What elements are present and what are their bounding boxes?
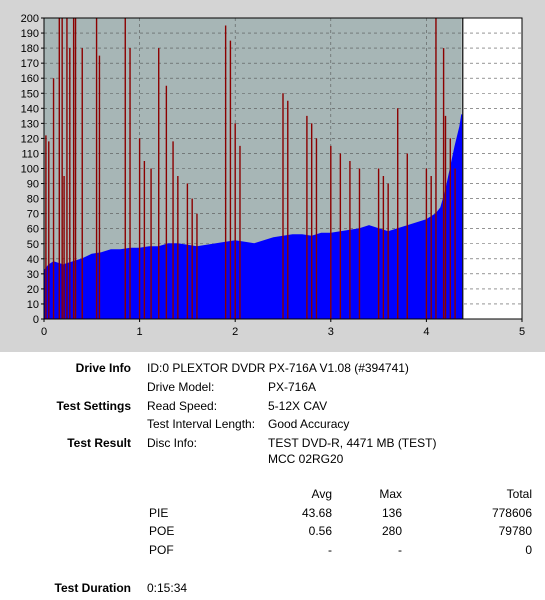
results-row-name: PIE bbox=[149, 506, 169, 520]
y-tick-label: 150 bbox=[21, 88, 39, 100]
results-row-name: POE bbox=[149, 524, 175, 538]
drive-info-value: ID:0 PLEXTOR DVDR PX-716A V1.08 (#394741… bbox=[147, 361, 409, 375]
read-speed-label: Read Speed: bbox=[147, 399, 218, 413]
y-tick-label: 140 bbox=[21, 103, 39, 115]
y-tick-label: 80 bbox=[27, 194, 39, 206]
y-tick-label: 0 bbox=[33, 314, 39, 326]
results-header-total: Total bbox=[506, 487, 532, 501]
y-tick-label: 170 bbox=[21, 58, 39, 70]
results-row-total: 0 bbox=[525, 543, 532, 557]
y-tick-label: 10 bbox=[27, 299, 39, 311]
y-tick-label: 110 bbox=[21, 148, 39, 160]
interval-label: Test Interval Length: bbox=[147, 417, 256, 431]
read-speed-value: 5-12X CAV bbox=[268, 399, 328, 413]
pie-poe-chart: 0102030405060708090100110120130140150160… bbox=[21, 13, 525, 338]
results-row-total: 778606 bbox=[491, 506, 532, 520]
y-tick-label: 120 bbox=[21, 133, 39, 145]
test-settings-label: Test Settings bbox=[56, 399, 131, 413]
y-tick-label: 180 bbox=[21, 43, 39, 55]
drive-info-label: Drive Info bbox=[75, 361, 131, 375]
drive-model-value: PX-716A bbox=[268, 380, 317, 394]
y-tick-label: 50 bbox=[27, 239, 39, 251]
disc-info-label: Disc Info: bbox=[147, 436, 198, 450]
results-row-total: 79780 bbox=[498, 524, 532, 538]
y-tick-label: 200 bbox=[21, 13, 39, 25]
y-tick-label: 60 bbox=[27, 224, 39, 236]
results-row-name: POF bbox=[149, 543, 174, 557]
y-tick-label: 100 bbox=[21, 164, 39, 176]
results-header-avg: Avg bbox=[311, 487, 332, 501]
test-duration-value: 0:15:34 bbox=[147, 581, 188, 595]
results-row-max: 280 bbox=[381, 524, 402, 538]
x-tick-label: 0 bbox=[41, 326, 47, 338]
results-row-max: 136 bbox=[381, 506, 402, 520]
x-tick-label: 2 bbox=[232, 326, 238, 338]
y-tick-label: 90 bbox=[27, 179, 39, 191]
y-tick-label: 20 bbox=[27, 284, 39, 296]
results-row-avg: 0.56 bbox=[308, 524, 332, 538]
test-result-label: Test Result bbox=[67, 436, 131, 450]
drive-model-label: Drive Model: bbox=[147, 380, 215, 394]
results-header-max: Max bbox=[379, 487, 402, 501]
y-tick-label: 190 bbox=[21, 28, 39, 40]
x-tick-label: 5 bbox=[519, 326, 525, 338]
x-tick-label: 4 bbox=[423, 326, 429, 338]
y-tick-label: 40 bbox=[27, 254, 39, 266]
results-row-avg: 43.68 bbox=[301, 506, 332, 520]
x-tick-label: 1 bbox=[137, 326, 143, 338]
y-tick-label: 30 bbox=[27, 269, 39, 281]
x-tick-label: 3 bbox=[328, 326, 334, 338]
y-tick-label: 70 bbox=[27, 209, 39, 221]
y-tick-label: 130 bbox=[21, 118, 39, 130]
test-duration-label: Test Duration bbox=[54, 581, 131, 595]
disc-info-line2: MCC 02RG20 bbox=[268, 452, 344, 466]
y-tick-label: 160 bbox=[21, 73, 39, 85]
results-row-avg: - bbox=[328, 543, 332, 557]
disc-info-line1: TEST DVD-R, 4471 MB (TEST) bbox=[268, 436, 437, 450]
interval-value: Good Accuracy bbox=[268, 417, 350, 431]
chart-panel: 0 10 20 30 40 50 60 70 80 90 100 110 120 130 140 150 160… bbox=[0, 0, 545, 352]
results-row-max: - bbox=[398, 543, 402, 557]
